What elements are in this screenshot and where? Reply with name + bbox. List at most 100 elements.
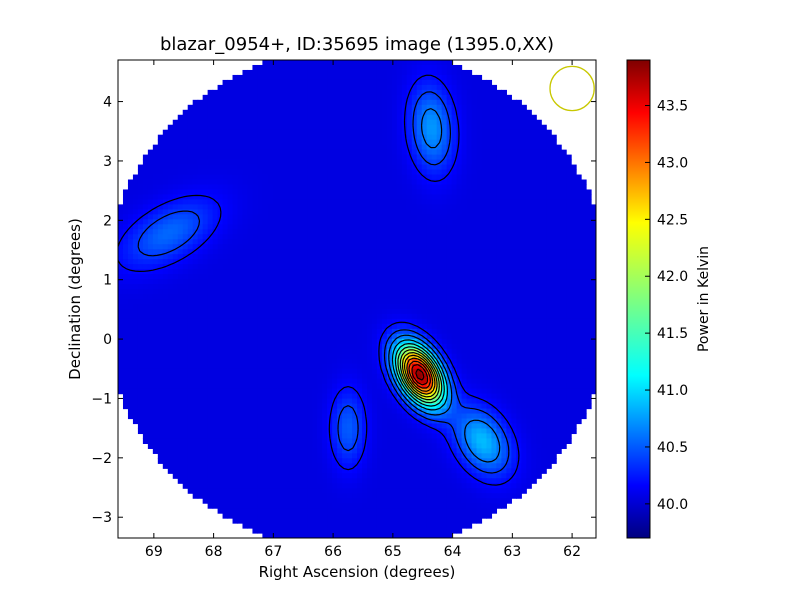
- heatmap-cell: [416, 69, 423, 76]
- heatmap-cell: [376, 169, 383, 176]
- heatmap-cell: [516, 313, 522, 320]
- heatmap-cell: [222, 219, 229, 225]
- heatmap-cell: [262, 323, 268, 330]
- heatmap-cell: [142, 189, 149, 196]
- heatmap-cell: [376, 224, 383, 230]
- heatmap-cell: [252, 69, 259, 76]
- heatmap-cell: [371, 274, 378, 280]
- heatmap-cell: [332, 348, 338, 355]
- heatmap-cell: [406, 129, 413, 136]
- heatmap-cell: [396, 124, 403, 131]
- heatmap-cell: [232, 348, 239, 355]
- heatmap-cell: [541, 149, 547, 156]
- heatmap-cell: [446, 313, 453, 320]
- heatmap-cell: [227, 294, 234, 300]
- heatmap-cell: [401, 179, 408, 186]
- heatmap-cell: [436, 259, 443, 265]
- heatmap-cell: [227, 224, 234, 230]
- heatmap-cell: [541, 199, 547, 205]
- heatmap-cell: [247, 338, 254, 345]
- heatmap-cell: [451, 318, 458, 325]
- heatmap-cell: [411, 69, 418, 76]
- heatmap-cell: [272, 264, 278, 270]
- heatmap-cell: [332, 209, 338, 215]
- heatmap-cell: [327, 144, 333, 151]
- heatmap-cell: [366, 124, 373, 131]
- heatmap-cell: [202, 164, 209, 171]
- heatmap-cell: [312, 194, 318, 201]
- heatmap-cell: [332, 204, 338, 210]
- heatmap-cell: [257, 318, 263, 325]
- heatmap-cell: [411, 239, 418, 245]
- heatmap-cell: [277, 189, 283, 196]
- heatmap-cell: [327, 244, 333, 250]
- heatmap-cell: [556, 214, 562, 220]
- heatmap-cell: [147, 159, 154, 166]
- heatmap-cell: [386, 224, 393, 230]
- heatmap-cell: [252, 348, 259, 355]
- heatmap-cell: [381, 333, 388, 340]
- heatmap-cell: [501, 323, 507, 330]
- heatmap-cell: [342, 84, 348, 91]
- heatmap-cell: [257, 269, 263, 275]
- heatmap-cell: [297, 284, 303, 290]
- heatmap-cell: [242, 294, 249, 300]
- heatmap-cell: [257, 204, 263, 210]
- heatmap-cell: [242, 139, 249, 146]
- heatmap-cell: [172, 144, 179, 151]
- heatmap-cell: [496, 259, 502, 265]
- heatmap-cell: [546, 219, 552, 225]
- heatmap-cell: [431, 179, 438, 186]
- heatmap-cell: [426, 129, 433, 136]
- heatmap-cell: [436, 184, 443, 191]
- heatmap-cell: [471, 199, 478, 205]
- heatmap-cell: [581, 204, 587, 210]
- heatmap-cell: [491, 219, 498, 225]
- heatmap-cell: [322, 114, 328, 121]
- heatmap-cell: [352, 124, 358, 131]
- heatmap-cell: [317, 184, 323, 191]
- heatmap-cell: [202, 343, 209, 350]
- heatmap-cell: [222, 303, 229, 310]
- heatmap-cell: [122, 269, 129, 275]
- heatmap-cell: [222, 109, 229, 116]
- heatmap-cell: [147, 234, 154, 240]
- heatmap-cell: [421, 139, 428, 146]
- heatmap-cell: [297, 303, 303, 310]
- heatmap-cell: [152, 194, 159, 201]
- heatmap-cell: [426, 313, 433, 320]
- heatmap-cell: [312, 64, 318, 71]
- heatmap-cell: [242, 229, 249, 235]
- heatmap-cell: [142, 313, 149, 320]
- heatmap-cell: [312, 338, 318, 345]
- heatmap-cell: [481, 109, 488, 116]
- heatmap-cell: [536, 134, 542, 141]
- heatmap-cell: [571, 214, 577, 220]
- heatmap-cell: [352, 249, 358, 255]
- heatmap-cell: [366, 303, 373, 310]
- heatmap-cell: [162, 214, 169, 220]
- heatmap-cell: [391, 229, 398, 235]
- heatmap-cell: [391, 184, 398, 191]
- heatmap-cell: [516, 129, 522, 136]
- heatmap-cell: [491, 149, 498, 156]
- heatmap-cell: [197, 114, 204, 121]
- heatmap-cell: [292, 194, 298, 201]
- heatmap-cell: [127, 348, 134, 355]
- heatmap-cell: [546, 244, 552, 250]
- heatmap-cell: [272, 159, 278, 166]
- heatmap-cell: [381, 209, 388, 215]
- heatmap-cell: [212, 333, 219, 340]
- heatmap-cell: [262, 124, 268, 131]
- heatmap-cell: [252, 164, 259, 171]
- heatmap-cell: [118, 209, 124, 215]
- heatmap-cell: [217, 249, 224, 255]
- heatmap-cell: [381, 234, 388, 240]
- heatmap-cell: [227, 104, 234, 111]
- heatmap-cell: [347, 64, 353, 71]
- heatmap-cell: [591, 244, 596, 250]
- heatmap-cell: [431, 259, 438, 265]
- heatmap-cell: [307, 139, 313, 146]
- heatmap-cell: [242, 249, 249, 255]
- heatmap-cell: [376, 60, 383, 66]
